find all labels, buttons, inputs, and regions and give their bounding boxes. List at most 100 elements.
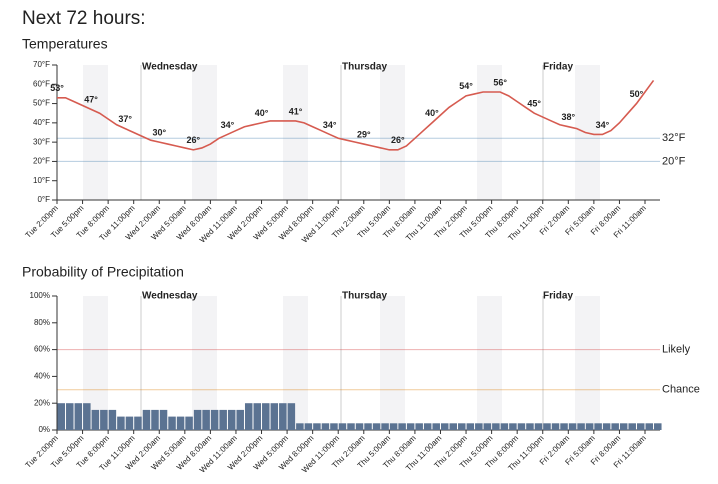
- band: [477, 65, 502, 200]
- reference-label: Likely: [662, 344, 691, 356]
- bar: [279, 403, 287, 430]
- bar: [227, 409, 236, 430]
- bar: [244, 403, 253, 430]
- bar: [66, 403, 74, 430]
- bar: [645, 423, 654, 430]
- day-label: Wednesday: [142, 291, 198, 302]
- bar: [296, 423, 304, 430]
- y-tick-label: 0°F: [37, 195, 50, 204]
- bar: [577, 423, 585, 430]
- bar: [347, 423, 355, 430]
- bar: [475, 423, 483, 430]
- bar: [372, 423, 381, 430]
- chart-title: Temperatures: [22, 36, 108, 52]
- value-label: 40°: [425, 108, 439, 118]
- bar: [91, 409, 100, 430]
- value-label: 40°: [255, 108, 269, 118]
- bar: [168, 416, 176, 430]
- bar: [423, 423, 432, 430]
- band: [575, 296, 600, 430]
- chart-title: Probability of Precipitation: [22, 264, 184, 280]
- y-tick-label: 40%: [34, 372, 50, 381]
- value-label: 41°: [289, 106, 303, 116]
- bar: [219, 409, 227, 430]
- bar: [270, 403, 279, 430]
- reference-label: 20°F: [662, 155, 686, 167]
- y-tick-label: 40°F: [33, 118, 50, 127]
- bar: [560, 423, 568, 430]
- bar: [321, 423, 330, 430]
- y-tick-label: 70°F: [33, 60, 50, 69]
- bar: [611, 423, 619, 430]
- bar: [406, 423, 415, 430]
- bar: [517, 423, 526, 430]
- bar: [313, 423, 321, 430]
- bar: [389, 423, 398, 430]
- band: [283, 65, 308, 200]
- bar: [202, 409, 210, 430]
- band: [283, 296, 308, 430]
- bar: [338, 423, 347, 430]
- bar: [210, 409, 219, 430]
- band: [83, 65, 108, 200]
- bar: [534, 423, 543, 430]
- value-label: 34°: [221, 120, 235, 130]
- day-label: Friday: [543, 291, 573, 302]
- bar: [262, 403, 270, 430]
- value-label: 37°: [118, 114, 132, 124]
- value-label: 45°: [527, 99, 541, 109]
- bar: [526, 423, 534, 430]
- reference-label: 32°F: [662, 132, 686, 144]
- bar: [287, 403, 296, 430]
- bar: [193, 409, 202, 430]
- bar: [492, 423, 500, 430]
- bar: [159, 409, 168, 430]
- band: [192, 65, 217, 200]
- bar: [185, 416, 193, 430]
- night-bands: [83, 65, 600, 430]
- bar: [568, 423, 577, 430]
- band: [380, 296, 405, 430]
- bar: [74, 403, 83, 430]
- value-label: 30°: [152, 128, 166, 138]
- bar: [236, 409, 244, 430]
- bar: [432, 423, 440, 430]
- day-dividers: Wednesday Thursday Friday Wednesday Thur…: [140, 62, 573, 430]
- bar: [355, 423, 364, 430]
- bar: [509, 423, 517, 430]
- day-label: Wednesday: [142, 62, 198, 73]
- bar: [125, 416, 134, 430]
- value-label: 50°: [630, 89, 644, 99]
- y-tick-label: 80%: [34, 318, 50, 327]
- temperature-line: [57, 79, 655, 151]
- bar: [100, 409, 108, 430]
- bar: [176, 416, 185, 430]
- y-tick-label: 20%: [34, 398, 50, 407]
- bar: [602, 423, 611, 430]
- bar: [466, 423, 475, 430]
- value-label: 56°: [493, 77, 507, 87]
- bar: [253, 403, 262, 430]
- bar: [57, 403, 66, 430]
- bar: [415, 423, 423, 430]
- bar: [483, 423, 492, 430]
- bar: [440, 423, 449, 430]
- y-tick-label: 10°F: [33, 176, 50, 185]
- bar: [594, 423, 602, 430]
- bar: [619, 423, 628, 430]
- bar: [628, 423, 636, 430]
- band: [380, 65, 405, 200]
- bar: [500, 423, 509, 430]
- bar: [381, 423, 389, 430]
- value-label: 26°: [391, 135, 405, 145]
- day-label: Thursday: [342, 291, 387, 302]
- bar: [398, 423, 406, 430]
- value-label: 54°: [459, 81, 473, 91]
- band: [192, 296, 217, 430]
- value-label: 34°: [596, 120, 610, 130]
- value-label: 38°: [561, 112, 575, 122]
- bar: [364, 423, 372, 430]
- day-label: Friday: [543, 62, 573, 73]
- value-label: 47°: [84, 95, 98, 105]
